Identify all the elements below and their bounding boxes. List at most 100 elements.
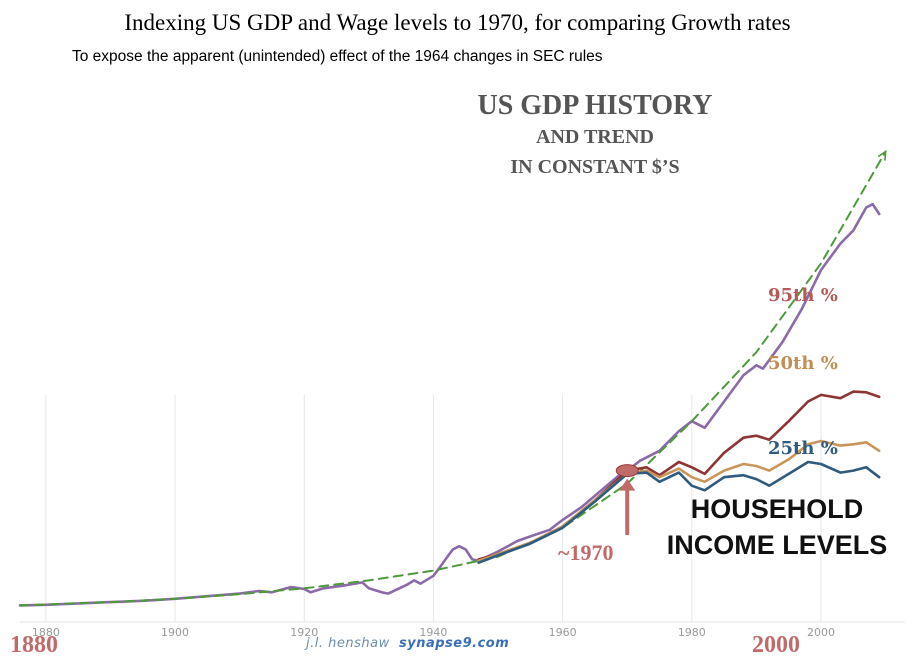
series-point-p25 (497, 554, 499, 557)
series-point-gdp (471, 558, 473, 561)
series-point-p25 (820, 463, 822, 465)
series-point-gdp (549, 529, 551, 531)
series-point-p25 (807, 461, 809, 463)
series-point-gdp (820, 269, 822, 271)
series-point-p25 (691, 485, 693, 487)
series-point-p95 (658, 474, 661, 476)
x-tick-label-2000: 2000 (807, 626, 835, 639)
series-point-p25 (678, 472, 680, 474)
series-point-p25 (742, 474, 745, 476)
annotation-1970-label: ~1970 (558, 540, 614, 565)
series-point-p95 (878, 396, 880, 398)
series-point-p25 (852, 470, 854, 472)
series-point-p95 (807, 400, 809, 403)
series-point-p50 (742, 463, 745, 465)
household-heading-line2: INCOME LEVELS (666, 530, 888, 560)
series-point-p25 (529, 543, 531, 545)
x-tick-label-1960: 1960 (549, 626, 577, 639)
series-line-trend (19, 150, 887, 607)
big-year-left: 1880 (10, 632, 58, 658)
credit-line: j.l. henshaw synapse9.com (306, 636, 509, 651)
series-point-gdp (852, 229, 854, 232)
series-point-gdp (387, 593, 389, 595)
series-point-p50 (820, 440, 822, 442)
series-point-trend (691, 420, 693, 422)
series-point-gdp (516, 540, 519, 542)
series-point-p25 (562, 527, 564, 529)
household-heading-line1: HOUSEHOLD (690, 494, 864, 524)
series-point-gdp (497, 550, 499, 553)
series-point-p25 (646, 472, 648, 474)
series-point-p95 (678, 461, 680, 463)
series-point-gdp (878, 213, 880, 215)
credit-site: synapse9.com (398, 636, 510, 651)
series-point-trend (820, 262, 822, 264)
series-point-p50 (704, 481, 706, 483)
series-point-p25 (594, 500, 596, 503)
series-point-p50 (839, 445, 842, 447)
label-50th: 50th % (768, 353, 838, 374)
annotation-1970-arrow-head (619, 478, 636, 491)
series-point-p95 (839, 397, 842, 399)
series-point-gdp (452, 548, 454, 551)
series-point-trend (755, 351, 758, 353)
series-point-p50 (807, 443, 809, 445)
series-point-p25 (839, 472, 842, 474)
gdp-heading-line3: IN CONSTANT $’S (510, 156, 680, 178)
label-25th: 25th % (768, 438, 838, 459)
series-point-trend (368, 579, 370, 582)
series-point-gdp (458, 545, 460, 547)
series-point-p95 (742, 437, 745, 439)
series-point-p50 (723, 470, 725, 472)
series-point-p95 (852, 391, 854, 393)
series-point-p25 (788, 473, 790, 475)
series-point-gdp (839, 243, 842, 245)
x-axis-ticks: 1880 1900 1920 1940 1960 1980 2000 (32, 626, 835, 639)
series-point-p25 (878, 476, 880, 478)
series-point-gdp (865, 206, 867, 209)
series-point-gdp (600, 489, 603, 491)
series-point-p95 (788, 420, 790, 422)
series-point-p25 (723, 476, 725, 478)
x-tick-label-1940: 1940 (419, 626, 447, 639)
series-point-gdp (781, 341, 783, 343)
series-point-gdp (445, 557, 447, 559)
series-point-gdp (381, 591, 383, 593)
chart-subtitle: To expose the apparent (unintended) effe… (72, 48, 603, 65)
series-point-trend (432, 570, 434, 572)
series-point-p95 (691, 466, 693, 468)
series-point-p95 (755, 435, 758, 437)
series-point-p25 (865, 466, 867, 468)
series-point-gdp (419, 583, 422, 585)
x-tick-label-1880: 1880 (32, 626, 60, 639)
series-point-gdp (361, 581, 363, 584)
series-point-p25 (755, 478, 758, 480)
series-point-p50 (852, 443, 854, 445)
series-point-p50 (878, 450, 880, 452)
series-point-gdp (290, 586, 292, 588)
series-point-p95 (820, 394, 822, 396)
series-point-gdp (439, 566, 441, 568)
series-lines (18, 149, 887, 607)
series-point-p95 (646, 466, 648, 468)
series-point-gdp (465, 548, 467, 551)
series-point-gdp (872, 203, 874, 205)
series-point-p25 (478, 562, 480, 564)
series-point-gdp (704, 427, 706, 429)
series-point-gdp (323, 587, 325, 589)
x-tick-label-1900: 1900 (161, 626, 189, 639)
series-point-gdp (678, 430, 680, 432)
series-point-p25 (658, 481, 661, 483)
series-point-gdp (432, 575, 434, 577)
trend-arrowhead (877, 149, 887, 161)
series-point-p50 (691, 476, 693, 478)
series-point-gdp (755, 364, 758, 366)
series-point-gdp (258, 590, 260, 592)
big-year-right: 2000 (752, 632, 800, 658)
series-point-gdp (762, 368, 764, 370)
series-point-trend (239, 593, 241, 595)
series-line-p25 (477, 460, 881, 565)
series-point-p95 (704, 473, 706, 475)
grid-lines (20, 395, 905, 623)
